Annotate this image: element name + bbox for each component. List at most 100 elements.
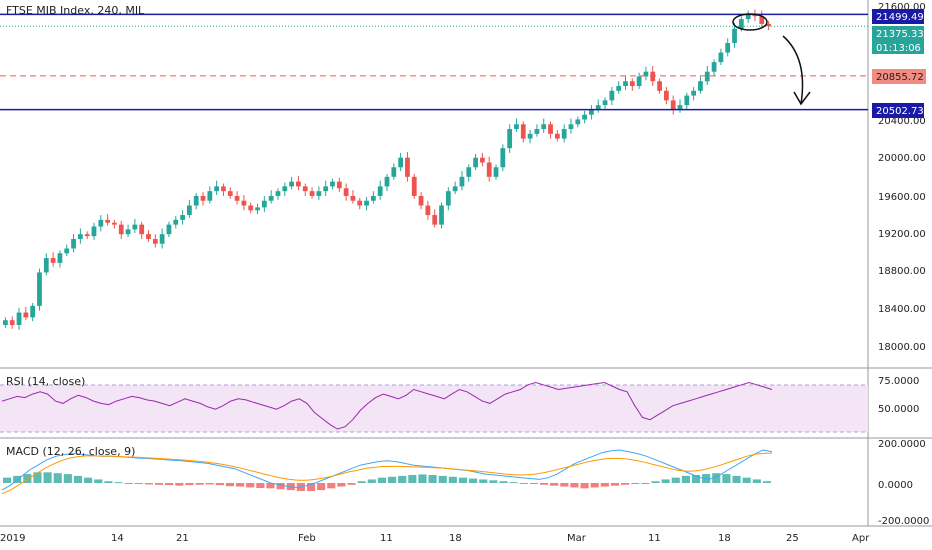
candle-body	[166, 224, 172, 235]
candle-body	[57, 253, 63, 263]
macd-histogram-bar	[185, 483, 194, 486]
macd-histogram-bar	[681, 475, 690, 483]
macd-tick-200: 200.0000	[878, 439, 926, 450]
candle-body	[602, 100, 608, 106]
y-tick-20000: 20000.00	[878, 153, 926, 164]
x-tick-14: 14	[111, 533, 124, 544]
macd-histogram-bar	[438, 475, 447, 483]
candle-body	[118, 224, 124, 235]
macd-histogram-bar	[377, 477, 386, 483]
macd-histogram-bar	[732, 475, 741, 483]
candle-body	[357, 200, 363, 206]
candle-body	[234, 195, 240, 201]
candle-body	[152, 238, 158, 244]
candle-body	[636, 76, 642, 87]
candle-body	[663, 90, 669, 101]
macd-histogram-bar	[610, 483, 620, 486]
rsi-tick-75: 75.0000	[878, 376, 919, 387]
macd-histogram-bar	[691, 474, 701, 483]
candle-body	[459, 176, 465, 187]
x-tick-25: 25	[786, 533, 799, 544]
candle-body	[261, 200, 267, 208]
x-tick-apr: Apr	[852, 533, 870, 544]
rsi-line	[1, 381, 773, 430]
candle-body	[732, 28, 737, 44]
candle-body	[132, 224, 138, 230]
main-pane-bg	[0, 0, 868, 368]
candle-body	[698, 81, 703, 91]
macd-histogram-bar	[84, 477, 93, 483]
candle-body	[180, 215, 185, 220]
candle-body	[125, 229, 131, 235]
candle-body	[9, 320, 15, 325]
macd-histogram-bar	[256, 483, 265, 488]
macd-histogram-bar	[539, 483, 549, 485]
candle-body	[520, 124, 526, 139]
candle-body	[336, 181, 342, 189]
macd-histogram-bar	[550, 483, 559, 486]
candle-body	[738, 19, 744, 29]
macd-histogram-bar	[175, 483, 184, 486]
candle-body	[391, 167, 397, 177]
macd-histogram-bar	[621, 483, 630, 485]
macd-histogram-bar	[671, 477, 680, 483]
candle-body	[657, 81, 662, 91]
macd-histogram-bar	[752, 479, 761, 483]
candle-body	[377, 186, 383, 196]
candle-body	[139, 224, 145, 235]
candle-body	[432, 215, 438, 225]
candle-body	[316, 191, 322, 196]
macd-histogram-bar	[448, 476, 457, 483]
macd-histogram-bar	[580, 483, 589, 489]
candle-body	[745, 14, 751, 20]
x-tick-21: 21	[176, 533, 189, 544]
candle-body	[568, 124, 574, 130]
y-tick-21600: 21600.00	[878, 2, 926, 13]
x-tick-18b: 18	[718, 533, 731, 544]
macd-histogram-bar	[590, 483, 599, 488]
candle-body	[411, 176, 417, 196]
candle-body	[105, 219, 111, 223]
candle-body	[684, 95, 690, 106]
y-tick-18000: 18000.00	[878, 342, 926, 353]
macd-histogram-bar	[388, 476, 397, 483]
candle-body	[64, 248, 70, 254]
candle-body	[548, 124, 553, 134]
candle-body	[296, 181, 301, 187]
macd-histogram-bar	[215, 483, 224, 486]
candle-body	[616, 86, 622, 91]
candle-body	[248, 205, 254, 211]
macd-histogram-bar	[73, 475, 83, 483]
candle-body	[582, 114, 587, 120]
x-tick-11b: 11	[648, 533, 661, 544]
macd-histogram-bar	[154, 483, 164, 485]
candle-body	[193, 195, 199, 206]
chart-title: FTSE MIB Index, 240, MIL	[6, 4, 145, 17]
candle-body	[527, 133, 533, 139]
candle-body	[507, 129, 513, 149]
macd-histogram-bar	[631, 483, 640, 484]
macd-histogram-bar	[246, 483, 255, 488]
macd-histogram-bar	[742, 477, 751, 483]
candle-body	[493, 167, 499, 177]
countdown-badge	[872, 40, 924, 54]
candle-body	[309, 191, 315, 196]
macd-histogram-bar	[762, 481, 771, 483]
candle-body	[405, 157, 410, 177]
candle-body	[364, 200, 369, 206]
countdown-badge-text: 01:13:06	[876, 43, 921, 54]
candle-body	[725, 43, 731, 53]
candle-body	[302, 186, 308, 192]
candle-body	[370, 195, 376, 201]
macd-histogram-bar	[306, 483, 316, 492]
rsi-tick-50: 50.0000	[878, 404, 919, 415]
middle-level-badge	[872, 69, 926, 84]
macd-histogram-bar	[458, 477, 468, 483]
macd-histogram-bar	[661, 479, 670, 483]
candle-body	[650, 71, 656, 82]
macd-histogram-bar	[63, 474, 72, 483]
macd-histogram-bar	[317, 483, 326, 491]
candle-body	[207, 191, 213, 201]
upper-level-badge	[872, 9, 924, 24]
